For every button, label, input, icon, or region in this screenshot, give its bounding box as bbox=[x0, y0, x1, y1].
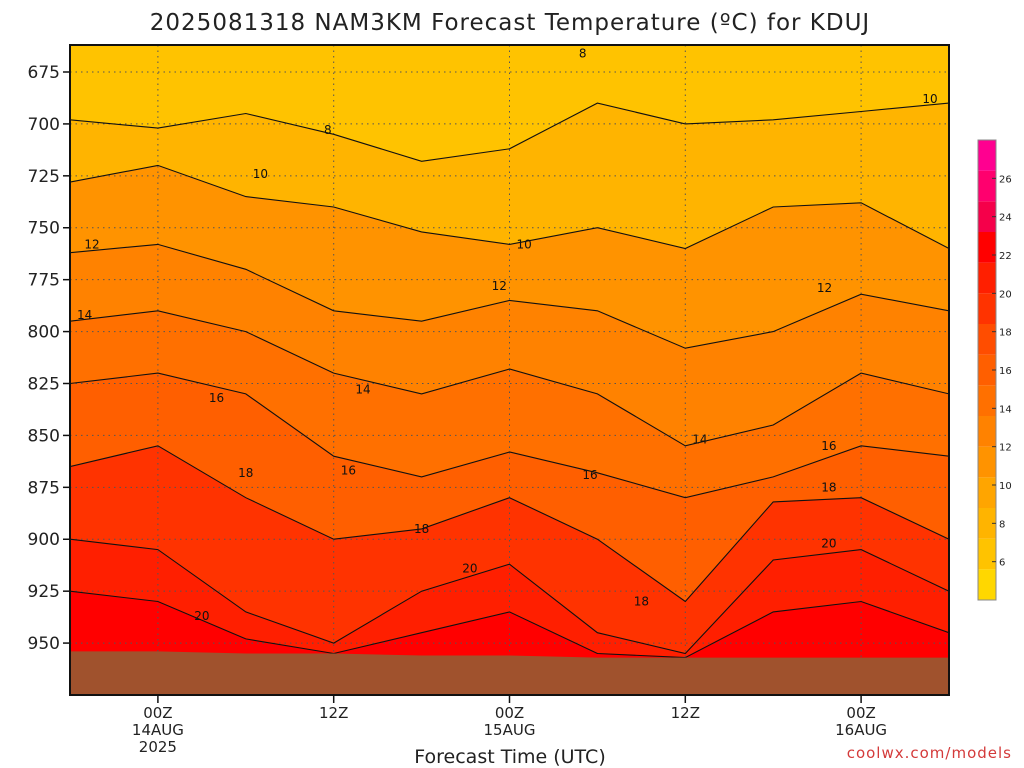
contour-labels: 8 8 10 10 10 12 12 12 14 14 14 16 16 16 16 18 18 18 18 20 20… bbox=[77, 46, 938, 623]
surface-terrain bbox=[70, 651, 949, 695]
contour-label: 14 bbox=[77, 308, 92, 322]
colorbar-segment bbox=[978, 201, 996, 232]
colorbar-segment bbox=[978, 324, 996, 355]
contour-20 bbox=[70, 538, 949, 655]
colorbar-segment bbox=[978, 170, 996, 202]
contour-label: 18 bbox=[414, 522, 429, 536]
contour-14 bbox=[70, 310, 949, 447]
y-tick-label: 700 bbox=[28, 115, 60, 135]
y-tick-label: 775 bbox=[28, 271, 60, 291]
contour-label: 20 bbox=[462, 561, 477, 575]
contour-label: 8 bbox=[324, 123, 332, 137]
colorbar-tick-label: 16 bbox=[999, 366, 1012, 377]
x-tick-label: 12Z bbox=[671, 704, 700, 722]
contour-label: 8 bbox=[579, 46, 587, 60]
x-axis-title: Forecast Time (UTC) bbox=[414, 746, 605, 768]
contour-label: 10 bbox=[253, 167, 268, 181]
contour-16 bbox=[70, 372, 949, 499]
colorbar-tick-label: 24 bbox=[999, 213, 1012, 224]
y-tick-label: 875 bbox=[28, 478, 60, 498]
contour-label: 20 bbox=[821, 536, 836, 550]
contour-22 bbox=[70, 590, 949, 659]
y-tick-label: 850 bbox=[28, 426, 60, 446]
colorbar-segment bbox=[978, 140, 996, 171]
y-tick-label: 750 bbox=[28, 219, 60, 239]
contour-label: 16 bbox=[341, 464, 356, 478]
colorbar-tick-label: 26 bbox=[999, 174, 1012, 185]
contour-lines bbox=[70, 102, 949, 659]
y-tick-label: 675 bbox=[28, 63, 60, 83]
contour-label: 14 bbox=[355, 383, 370, 397]
contour-label: 12 bbox=[817, 281, 832, 295]
x-tick-label: 00Z bbox=[143, 704, 172, 722]
contour-label: 10 bbox=[517, 237, 532, 251]
colorbar-segment bbox=[978, 354, 996, 386]
colorbar-segment bbox=[978, 508, 996, 539]
x-tick-label: 2025 bbox=[139, 738, 177, 756]
contour-label: 20 bbox=[194, 609, 209, 623]
contour-12 bbox=[70, 243, 949, 349]
x-tick-label: 00Z bbox=[846, 704, 875, 722]
contour-18 bbox=[70, 445, 949, 603]
colorbar-tick-label: 20 bbox=[999, 289, 1012, 300]
contour-label: 16 bbox=[582, 468, 597, 482]
colorbar-tick-label: 8 bbox=[999, 519, 1005, 530]
colorbar-tick-label: 10 bbox=[999, 481, 1012, 492]
y-tick-label: 800 bbox=[28, 323, 60, 343]
colorbar-segment bbox=[978, 293, 996, 324]
y-tick-label: 950 bbox=[28, 634, 60, 654]
y-tick-label: 900 bbox=[28, 530, 60, 550]
colorbar-segment bbox=[978, 262, 996, 294]
contour-label: 18 bbox=[238, 466, 253, 480]
colorbar-tick-label: 22 bbox=[999, 251, 1012, 262]
x-tick-label: 12Z bbox=[319, 704, 348, 722]
colorbar-legend: 6 8 10 12 14 16 18 20 22 24 26 bbox=[977, 139, 1012, 601]
gridlines bbox=[70, 45, 949, 695]
colorbar-segment bbox=[978, 232, 996, 263]
source-credit: coolwx.com/models bbox=[847, 744, 1012, 762]
y-tick-label: 825 bbox=[28, 374, 60, 394]
contour-10 bbox=[70, 164, 949, 250]
y-axis: 675 700 725 750 775 800 825 850 875 900 925 950 bbox=[28, 63, 70, 654]
x-tick-label: 14AUG bbox=[132, 721, 184, 739]
y-tick-label: 925 bbox=[28, 582, 60, 602]
x-tick-label: 15AUG bbox=[484, 721, 536, 739]
contour-8 bbox=[70, 102, 949, 162]
x-tick-label: 00Z bbox=[495, 704, 524, 722]
contour-label: 12 bbox=[492, 279, 507, 293]
colorbar-segment bbox=[978, 538, 996, 570]
contour-label: 14 bbox=[692, 433, 707, 447]
contour-label: 10 bbox=[922, 92, 937, 106]
colorbar-segment bbox=[978, 569, 996, 600]
colorbar-tick-label: 18 bbox=[999, 328, 1012, 339]
colorbar-segment bbox=[978, 385, 996, 416]
chart-title: 2025081318 NAM3KM Forecast Temperature (… bbox=[150, 10, 870, 36]
colorbar-tick-label: 6 bbox=[999, 558, 1005, 569]
colorbar-segment bbox=[978, 477, 996, 508]
colorbar-segment bbox=[978, 446, 996, 478]
contour-label: 16 bbox=[209, 391, 224, 405]
contour-label: 18 bbox=[821, 480, 836, 494]
colorbar-tick-label: 14 bbox=[999, 404, 1012, 415]
colorbar-segment bbox=[978, 416, 996, 447]
contour-label: 16 bbox=[821, 439, 836, 453]
contour-label: 12 bbox=[84, 237, 99, 251]
colorbar-tick-label: 12 bbox=[999, 443, 1012, 454]
plot-area: 8 8 10 10 10 12 12 12 14 14 14 16 16 16 16 18 18 18 18 20 20… bbox=[70, 45, 949, 695]
x-tick-label: 16AUG bbox=[835, 721, 887, 739]
contour-label: 18 bbox=[634, 595, 649, 609]
y-tick-label: 725 bbox=[28, 167, 60, 187]
